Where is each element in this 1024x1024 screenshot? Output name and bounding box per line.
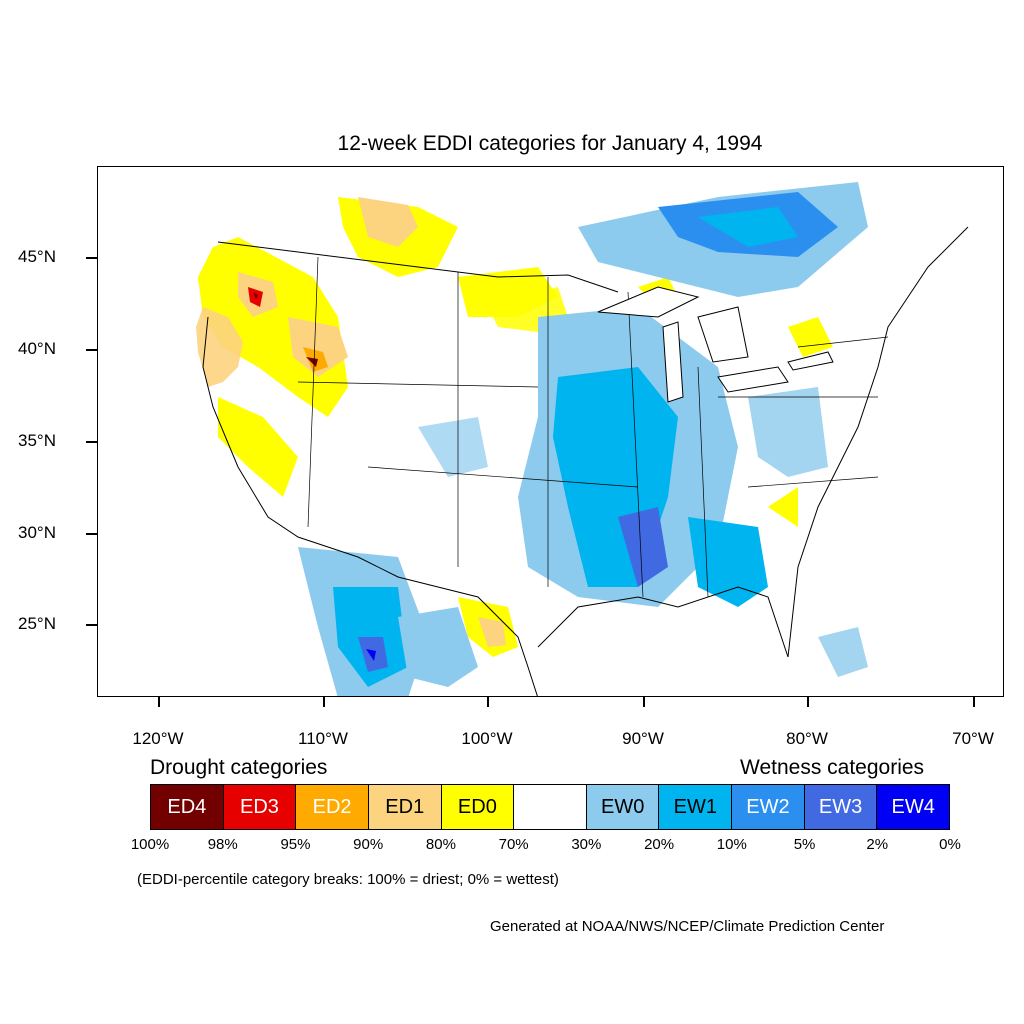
lon-label-90: 90°W (622, 729, 664, 748)
percentile-label: 80% (425, 836, 456, 853)
legend-cell-ew2: EW2 (732, 785, 805, 829)
legend-cell-ew4: EW4 (877, 785, 950, 829)
legend-cell-ed3: ED3 (223, 785, 297, 829)
boundary-lines (202, 226, 969, 696)
lon-tick-100 (487, 697, 489, 707)
lon-tick-80 (807, 697, 809, 707)
wetness-shading (298, 182, 868, 696)
legend-cell-ew3: EW3 (804, 785, 878, 829)
lat-tick-40 (86, 349, 97, 351)
lon-label-80: 80°W (786, 729, 828, 748)
wetness-heading: Wetness categories (740, 756, 925, 779)
eddi-map (196, 182, 969, 696)
lon-tick-120 (158, 697, 160, 707)
lon-label-110: 110°W (298, 729, 348, 748)
percentile-label: 98% (207, 836, 238, 853)
lon-tick-90 (643, 697, 645, 707)
lon-label-70: 70°W (952, 729, 994, 748)
lat-label-25: 25°N (18, 614, 56, 633)
drought-heading: Drought categories (150, 756, 328, 779)
lat-tick-25 (86, 624, 97, 626)
percentile-label: 70% (498, 836, 529, 853)
legend-cell-ed2: ED2 (296, 785, 369, 829)
lat-tick-30 (86, 533, 97, 535)
percentile-label: 0% (939, 836, 961, 853)
legend-cell-ed4: ED4 (151, 785, 224, 829)
credit-line: Generated at NOAA/NWS/NCEP/Climate Predi… (490, 918, 885, 935)
lon-label-120: 120°W (132, 729, 184, 748)
percentile-label: 10% (716, 836, 747, 853)
percentile-label: 90% (353, 836, 384, 853)
percentile-label: 2% (866, 836, 889, 853)
great-lakes (597, 286, 834, 403)
legend-cell-ed0: ED0 (441, 785, 515, 829)
percentile-label: 95% (280, 836, 311, 853)
legend-cell-ew0: EW0 (586, 785, 660, 829)
lat-tick-45 (86, 257, 97, 259)
legend-cell-ew1: EW1 (659, 785, 733, 829)
lat-tick-35 (86, 441, 97, 443)
lon-label-100: 100°W (461, 729, 513, 748)
lon-tick-110 (323, 697, 325, 707)
percentile-label: 100% (130, 836, 170, 853)
legend-cell-ed1: ED1 (368, 785, 442, 829)
percentile-label: 5% (793, 836, 816, 853)
percentile-label: 20% (644, 836, 675, 853)
map-frame (97, 166, 1004, 697)
lat-label-30: 30°N (18, 523, 56, 542)
map-title: 12-week EDDI categories for January 4, 1… (337, 132, 763, 155)
lat-label-45: 45°N (18, 247, 56, 266)
lon-tick-70 (973, 697, 975, 707)
legend-cell-neutral (514, 785, 587, 829)
legend-colorbar: ED4 ED3 ED2 ED1 ED0 EW0 EW1 EW2 EW3 EW4 (150, 784, 950, 830)
lat-label-40: 40°N (18, 339, 56, 358)
lat-label-35: 35°N (18, 431, 56, 450)
percentile-label: 30% (571, 836, 602, 853)
category-note: (EDDI-percentile category breaks: 100% =… (137, 871, 559, 888)
